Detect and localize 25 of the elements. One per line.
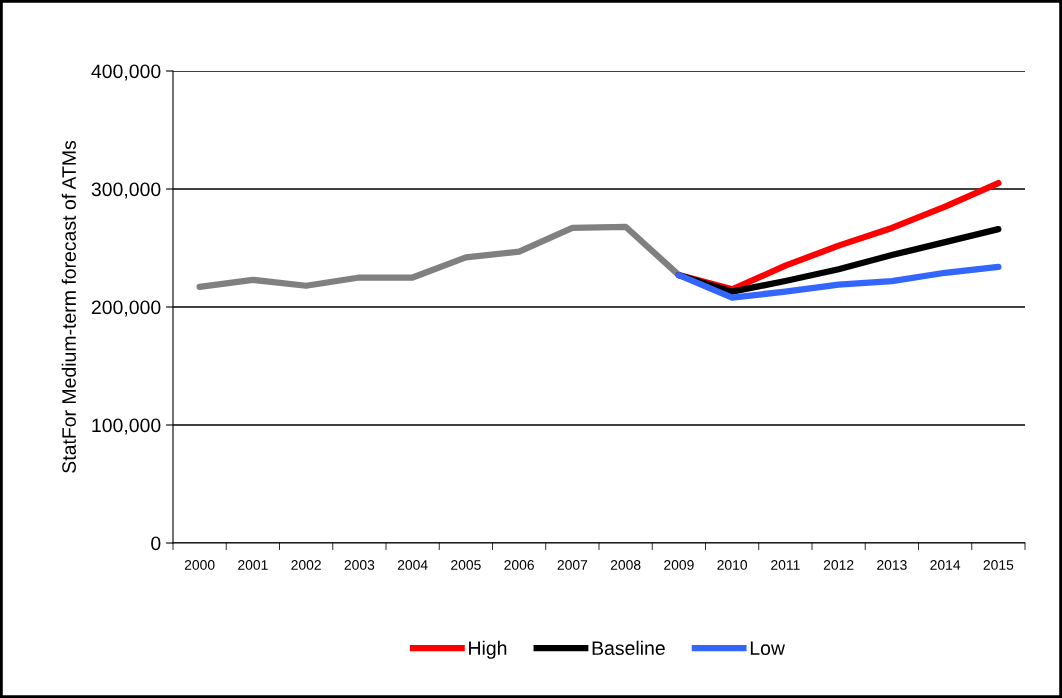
x-tick-label: 2011 — [771, 560, 800, 570]
y-tick-label: 0 — [151, 536, 161, 551]
y-axis-title: StatFor Medium-term forecast of ATMs — [61, 140, 76, 473]
x-tick-label: 2006 — [504, 560, 534, 570]
y-tick-label: 100,000 — [92, 418, 161, 435]
legend-label: Low — [750, 641, 786, 656]
x-tick-label: 2001 — [238, 560, 268, 570]
x-tick-label: 2007 — [557, 560, 588, 570]
x-tick-label: 2000 — [184, 560, 215, 570]
x-tick-label: 2010 — [717, 560, 748, 570]
y-tick-label: 200,000 — [91, 300, 161, 317]
x-tick-label: 2014 — [930, 560, 961, 570]
x-tick-label: 2012 — [823, 560, 854, 570]
x-tick-label: 2009 — [664, 560, 694, 570]
legend-label: High — [469, 640, 507, 659]
legend-label: Baseline — [592, 640, 665, 656]
x-tick-label: 2008 — [610, 560, 641, 570]
x-tick-label: 2004 — [397, 560, 428, 570]
x-tick-label: 2013 — [877, 560, 907, 570]
y-tick-label: 400,000 — [91, 64, 161, 81]
x-tick-label: 2005 — [451, 560, 481, 570]
x-tick-label: 2002 — [291, 560, 321, 570]
y-tick-label: 300,000 — [91, 182, 161, 199]
x-tick-label: 2015 — [983, 560, 1014, 570]
x-tick-label: 2003 — [344, 560, 375, 570]
